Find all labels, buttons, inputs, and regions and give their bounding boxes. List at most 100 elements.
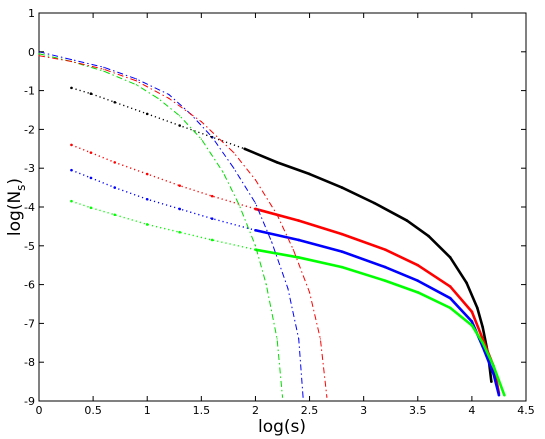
series-6-point-0: [38, 55, 40, 57]
series-0-point-1: [89, 92, 93, 96]
series-6-point-12: [326, 396, 328, 398]
series-6-point-2: [103, 68, 105, 70]
series-0-point-4: [178, 124, 181, 127]
series-2-point-11: [448, 296, 452, 300]
series-0-point-7: [275, 161, 279, 164]
series-4-point-7: [222, 171, 224, 173]
series-5-point-10: [287, 287, 289, 290]
series-1-point-1: [89, 151, 93, 154]
y-tick-label-1: 0: [28, 46, 35, 59]
series-1-point-6: [254, 207, 257, 211]
series-3-point-0: [70, 199, 73, 203]
plot-frame: [38, 12, 527, 402]
x-tick-label-4: 2: [252, 404, 259, 417]
series-0-point-9: [340, 186, 344, 189]
series-1-point-7: [297, 219, 301, 222]
series-1-point-3: [145, 172, 149, 176]
series-5-point-2: [103, 66, 105, 68]
series-2-point-9: [384, 265, 387, 269]
series-3-point-2: [113, 213, 117, 217]
series-0-point-11: [405, 219, 409, 222]
series-0-point-8: [308, 172, 311, 176]
series-layer: [38, 51, 506, 398]
x-tick-label-3: 1.5: [193, 404, 211, 417]
series-3-point-9: [384, 279, 387, 283]
series-4-point-2: [103, 70, 105, 72]
series-3-point-5: [210, 238, 214, 242]
series-3-point-12: [470, 324, 474, 327]
x-tick-label-8: 4: [468, 404, 475, 417]
series-4-point-3: [135, 84, 137, 86]
series-3-point-10: [416, 291, 420, 294]
series-5-point-8: [254, 202, 257, 204]
series-3: [70, 199, 506, 397]
series-6-point-10: [308, 291, 311, 293]
series-0-point-10: [373, 201, 376, 205]
series-3-point-8: [340, 265, 344, 269]
series-5-point-3: [135, 78, 137, 80]
series-2-point-14: [492, 372, 495, 376]
series-2-dense-trace: [255, 229, 501, 396]
series-1-point-8: [340, 232, 344, 236]
series-3-point-7: [297, 256, 301, 259]
series-2-point-5: [210, 217, 214, 220]
series-0-point-16: [481, 325, 485, 329]
series-0-point-3: [145, 112, 149, 116]
y-tick-label-6: -5: [24, 240, 35, 253]
x-tick-label-9: 4.5: [517, 404, 535, 417]
y-tick-label-3: -2: [24, 123, 35, 136]
x-tick-label-6: 3: [360, 404, 367, 417]
series-5-point-6: [211, 136, 213, 138]
series-2-point-4: [178, 207, 181, 211]
series-0-point-15: [476, 306, 479, 310]
y-axis-label-main: log(N: [5, 191, 25, 236]
x-tick-label-5: 2.5: [301, 404, 319, 417]
series-3-point-14: [492, 364, 495, 368]
series-4-point-10: [265, 284, 267, 286]
y-axis-label-close: ): [5, 178, 25, 185]
series-0-point-0: [70, 86, 73, 90]
y-axis-label-subscript: s: [14, 185, 28, 191]
series-5-point-9: [271, 241, 273, 243]
series-2-point-2: [113, 186, 117, 189]
series-2-point-3: [145, 197, 149, 201]
series-0-point-18: [490, 380, 493, 383]
series-3-point-1: [89, 206, 93, 210]
y-tick-label-8: -7: [24, 317, 35, 330]
series-4-point-6: [200, 138, 202, 140]
series-4-point-5: [179, 115, 181, 117]
y-tick-label-9: -8: [24, 356, 35, 369]
x-tick-label-7: 3.5: [409, 404, 427, 417]
x-tick-label-1: 0.5: [84, 404, 102, 417]
series-5-point-11: [298, 338, 300, 340]
series-5-point-7: [233, 167, 235, 169]
series-2-point-7: [297, 238, 301, 242]
series-1-point-2: [113, 161, 117, 164]
series-0-point-13: [448, 256, 452, 259]
series-1-point-10: [416, 263, 420, 267]
series-0-point-12: [427, 234, 430, 238]
series-3-dense-trace: [255, 248, 506, 396]
series-6-point-5: [200, 121, 202, 123]
x-axis-label: log(s): [258, 417, 306, 437]
series-1-point-11: [448, 285, 452, 288]
series-3-point-4: [178, 230, 181, 234]
y-tick-label-5: -4: [24, 201, 35, 214]
series-3-point-3: [145, 223, 149, 226]
y-tick-label-2: -1: [24, 85, 35, 98]
series-1-point-9: [384, 248, 387, 251]
series-3-point-11: [448, 306, 452, 310]
series-6-point-8: [276, 214, 278, 216]
series-3-point-15: [503, 393, 506, 397]
series-0-point-2: [113, 100, 117, 104]
y-tick-label-10: -9: [24, 395, 35, 408]
series-2-point-10: [416, 279, 420, 283]
series-1-point-4: [178, 184, 181, 187]
y-axis-label: log(Ns): [5, 178, 28, 236]
series-0-point-14: [465, 281, 468, 284]
series-4-point-8: [238, 204, 240, 206]
series-6-point-3: [135, 80, 137, 82]
series-6-point-6: [233, 152, 235, 154]
series-5-point-1: [70, 58, 73, 61]
series-4-point-0: [38, 53, 40, 55]
